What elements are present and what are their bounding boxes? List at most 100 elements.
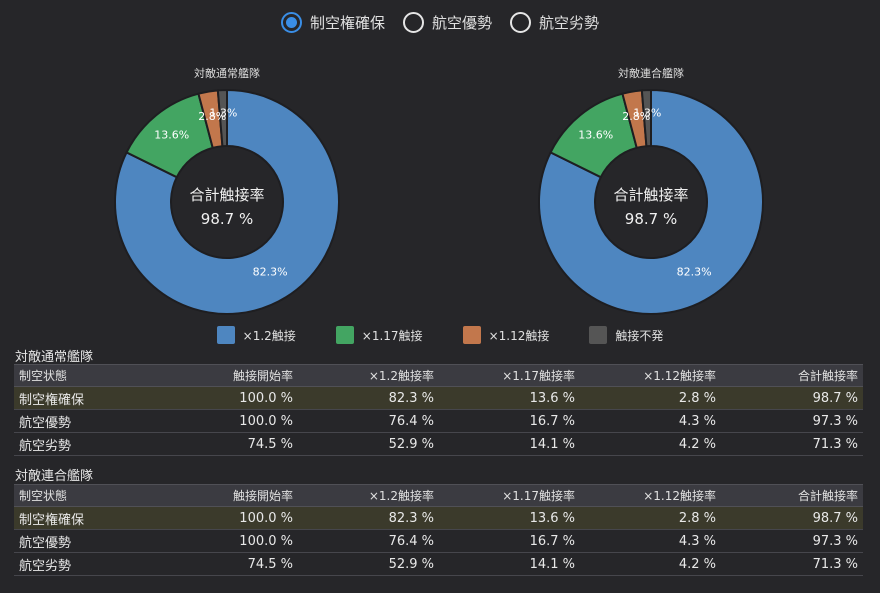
slice-label: 1.3% [633,106,661,119]
header-cell: 触接開始率 [144,484,298,507]
air-state-radio-group: 制空権確保 航空優勢 航空劣勢 [0,9,880,35]
cell: 71.3 % [721,552,863,576]
table-row: 航空劣勢 74.5 % 52.9 % 14.1 % 4.2 % 71.3 % [14,552,863,576]
cell: 74.5 % [144,552,298,576]
slice-x1-2[interactable] [114,88,340,315]
legend-swatch [462,326,481,344]
center-value: 98.7 % [625,210,677,228]
legend-swatch [335,326,354,344]
cell: 100.0 % [144,529,298,553]
cell: 74.5 % [144,432,298,456]
cell: 4.3 % [580,409,721,433]
radio-unchecked-icon [510,11,531,33]
header-cell: 制空状態 [14,364,144,387]
cell: 航空劣勢 [14,432,144,456]
slice-label: 2.8% [198,110,226,123]
slice-label: 13.6% [578,128,613,141]
donut-chart-combined: 82.3% 13.6% 2.8%1.3% 合計触接率 98.7 % [538,88,764,315]
cell: 航空劣勢 [14,552,144,576]
cell: 航空優勢 [14,409,144,433]
cell: 97.3 % [721,409,863,433]
header-cell: ×1.2触接率 [298,364,439,387]
slice-no-contact[interactable] [216,88,228,148]
charts-area: 対敵通常艦隊 82.3% 13.6% 2.8% 1.3% 合計触接率 98.7 % 対敵連… [0,60,880,320]
table-row: 航空優勢 100.0 % 76.4 % 16.7 % 4.3 % 97.3 % [14,529,863,553]
legend-swatch [216,326,235,344]
slice-x1-2[interactable] [538,88,764,315]
legend-item[interactable]: ×1.2触接 [216,326,296,344]
radio-checked-icon [280,11,302,33]
header-cell: ×1.12触接率 [580,364,721,387]
table-header-row: 制空状態 触接開始率 ×1.2触接率 ×1.17触接率 ×1.12触接率 合計触… [14,364,863,387]
contact-table-combined: 制空状態 触接開始率 ×1.2触接率 ×1.17触接率 ×1.12触接率 合計触… [14,484,863,576]
cell: 97.3 % [721,529,863,553]
legend-label: ×1.17触接 [361,328,423,343]
cell: 制空権確保 [14,506,144,530]
slice-label: 82.3% [677,265,712,278]
header-cell: ×1.17触接率 [439,484,580,507]
table-title-normal: 対敵通常艦隊 [15,350,94,365]
cell: 13.6 % [439,386,580,410]
radio-unchecked-icon [402,11,424,33]
legend-item[interactable]: ×1.17触接 [335,326,423,344]
table-row: 制空権確保 100.0 % 82.3 % 13.6 % 2.8 % 98.7 % [14,506,863,530]
cell: 4.2 % [580,432,721,456]
cell: 76.4 % [298,409,439,433]
radio-label: 航空優勢 [431,13,492,32]
header-cell: 合計触接率 [721,484,863,507]
cell: 2.8 % [580,386,721,410]
table-title-combined: 対敵連合艦隊 [15,469,94,484]
radio-label: 制空権確保 [309,13,385,32]
legend-label: 触接不発 [615,328,664,343]
cell: 4.2 % [580,552,721,576]
header-cell: ×1.2触接率 [298,484,439,507]
cell: 76.4 % [298,529,439,553]
donut-chart-normal: 82.3% 13.6% 2.8%1.3% 合計触接率 98.7 % [114,88,340,315]
cell: 13.6 % [439,506,580,530]
center-value: 98.7 % [201,210,253,228]
slice-label: 82.3% [253,265,288,278]
center-label: 合計触接率 [613,186,688,204]
slice-label: 2.8% [622,110,650,123]
slice-no-contact[interactable] [640,88,652,148]
table-row: 航空優勢 100.0 % 76.4 % 16.7 % 4.3 % 97.3 % [14,409,863,433]
slice-label: 1.3% [209,106,237,119]
legend-label: ×1.12触接 [488,328,550,343]
cell: 航空優勢 [14,529,144,553]
header-cell: 触接開始率 [144,364,298,387]
header-cell: ×1.17触接率 [439,364,580,387]
cell: 71.3 % [721,432,863,456]
cell: 98.7 % [721,506,863,530]
header-cell: 制空状態 [14,484,144,507]
legend-item[interactable]: 触接不発 [589,326,663,344]
legend-label: ×1.2触接 [242,328,296,343]
header-cell: ×1.12触接率 [580,484,721,507]
cell: 100.0 % [144,386,298,410]
legend-item[interactable]: ×1.12触接 [462,326,550,344]
cell: 98.7 % [721,386,863,410]
radio-air-superiority[interactable]: 航空優勢 [402,11,492,33]
cell: 100.0 % [144,409,298,433]
chart-legend: ×1.2触接 ×1.17触接 ×1.12触接 触接不発 [0,324,880,346]
legend-swatch [589,326,608,344]
chart-title: 対敵連合艦隊 [618,67,684,80]
chart-title: 対敵通常艦隊 [194,67,260,80]
table-header-row: 制空状態 触接開始率 ×1.2触接率 ×1.17触接率 ×1.12触接率 合計触… [14,484,863,507]
table-row: 航空劣勢 74.5 % 52.9 % 14.1 % 4.2 % 71.3 % [14,432,863,456]
cell: 82.3 % [298,506,439,530]
header-cell: 合計触接率 [721,364,863,387]
cell: 52.9 % [298,432,439,456]
contact-table-normal: 制空状態 触接開始率 ×1.2触接率 ×1.17触接率 ×1.12触接率 合計触… [14,364,863,456]
cell: 14.1 % [439,432,580,456]
table-row: 制空権確保 100.0 % 82.3 % 13.6 % 2.8 % 98.7 % [14,386,863,410]
cell: 4.3 % [580,529,721,553]
cell: 100.0 % [144,506,298,530]
slice-label: 13.6% [154,128,189,141]
chart-combined-fleet: 対敵連合艦隊 82.3% 13.6% 2.8% 1.3% 合計触接率 98.7 % [531,60,771,320]
cell: 2.8 % [580,506,721,530]
cell: 82.3 % [298,386,439,410]
cell: 16.7 % [439,409,580,433]
cell: 14.1 % [439,552,580,576]
radio-air-denial[interactable]: 航空劣勢 [510,11,599,33]
radio-air-supremacy[interactable]: 制空権確保 [280,11,385,33]
